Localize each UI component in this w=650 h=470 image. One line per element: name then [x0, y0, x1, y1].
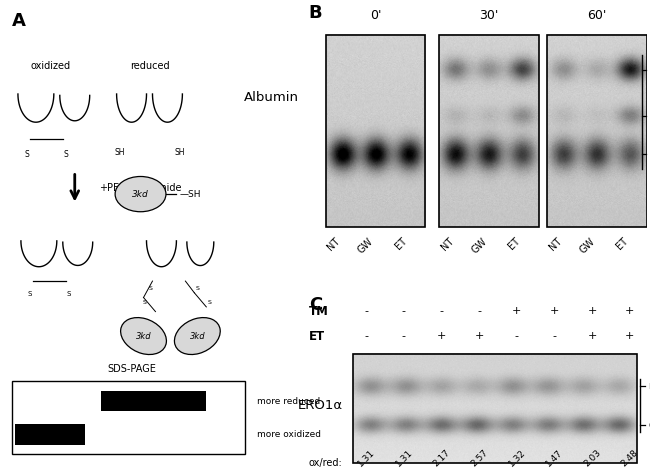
Text: SDS-PAGE: SDS-PAGE: [107, 364, 156, 374]
Text: +: +: [437, 331, 446, 341]
Text: -: -: [364, 331, 368, 341]
Bar: [101, 391, 205, 411]
Text: 1.32: 1.32: [506, 448, 527, 468]
Text: 3kd: 3kd: [136, 331, 151, 341]
Text: S: S: [142, 300, 146, 305]
Text: 2.03: 2.03: [582, 448, 603, 468]
Text: S: S: [208, 300, 212, 305]
Bar: [439, 35, 539, 227]
Text: +: +: [550, 306, 559, 316]
Text: oxidized: oxidized: [31, 61, 71, 71]
Text: 3kd: 3kd: [132, 189, 149, 199]
Text: SH: SH: [174, 148, 185, 157]
Text: S: S: [64, 150, 68, 159]
Text: B: B: [309, 4, 322, 23]
Text: NT: NT: [547, 236, 564, 252]
Text: 1.47: 1.47: [544, 448, 565, 468]
Text: -: -: [439, 306, 443, 316]
Text: ET: ET: [506, 236, 522, 251]
Ellipse shape: [115, 177, 166, 212]
Text: 30': 30': [479, 9, 499, 22]
Text: red: red: [649, 382, 650, 392]
Text: 1.31: 1.31: [394, 447, 414, 468]
Text: +PEG-maleimide: +PEG-maleimide: [99, 183, 181, 193]
Text: ERO1α: ERO1α: [298, 399, 343, 412]
Text: ox/red:: ox/red:: [309, 458, 343, 468]
Text: 3kd: 3kd: [190, 331, 205, 341]
Text: ox: ox: [649, 420, 650, 430]
Text: +: +: [588, 331, 597, 341]
Text: -: -: [552, 331, 556, 341]
Bar: [547, 35, 647, 227]
Bar: [12, 381, 245, 454]
Text: ET: ET: [615, 236, 630, 251]
Text: 2.17: 2.17: [432, 448, 452, 468]
Text: S: S: [25, 150, 29, 159]
Text: 60': 60': [587, 9, 606, 22]
Text: 2.48: 2.48: [619, 448, 640, 468]
Text: ET: ET: [309, 329, 325, 343]
Text: C: C: [309, 296, 322, 313]
Text: more oxidized: more oxidized: [257, 430, 321, 439]
Text: Albumin: Albumin: [244, 91, 298, 104]
Bar: [15, 424, 85, 445]
Ellipse shape: [174, 318, 220, 354]
Text: -: -: [402, 331, 406, 341]
Bar: [353, 353, 636, 463]
Text: +: +: [588, 306, 597, 316]
Text: -: -: [402, 306, 406, 316]
Text: GW: GW: [356, 236, 376, 255]
Text: S: S: [196, 286, 200, 291]
Text: more reduced: more reduced: [257, 397, 320, 406]
Text: -: -: [477, 306, 481, 316]
Text: -: -: [364, 306, 368, 316]
Text: —SH: —SH: [179, 189, 201, 199]
Text: NT: NT: [439, 236, 456, 252]
Text: S: S: [149, 286, 153, 291]
Text: GW: GW: [578, 236, 597, 255]
Text: SH: SH: [114, 148, 125, 157]
Text: TM: TM: [309, 305, 329, 318]
Text: S: S: [66, 291, 71, 298]
Text: NT: NT: [326, 236, 343, 252]
Text: +: +: [512, 306, 521, 316]
Text: GW: GW: [469, 236, 489, 255]
Text: +: +: [625, 331, 634, 341]
Text: +: +: [474, 331, 484, 341]
Text: ET: ET: [393, 236, 409, 251]
Text: A: A: [12, 12, 26, 30]
Text: +: +: [625, 306, 634, 316]
Bar: [326, 35, 425, 227]
Text: S: S: [28, 291, 32, 298]
Text: -: -: [515, 331, 519, 341]
Text: 0': 0': [370, 9, 382, 22]
Text: 1.31: 1.31: [356, 447, 376, 468]
Ellipse shape: [121, 318, 166, 354]
Text: reduced: reduced: [130, 61, 169, 71]
Text: 2.57: 2.57: [469, 448, 489, 468]
